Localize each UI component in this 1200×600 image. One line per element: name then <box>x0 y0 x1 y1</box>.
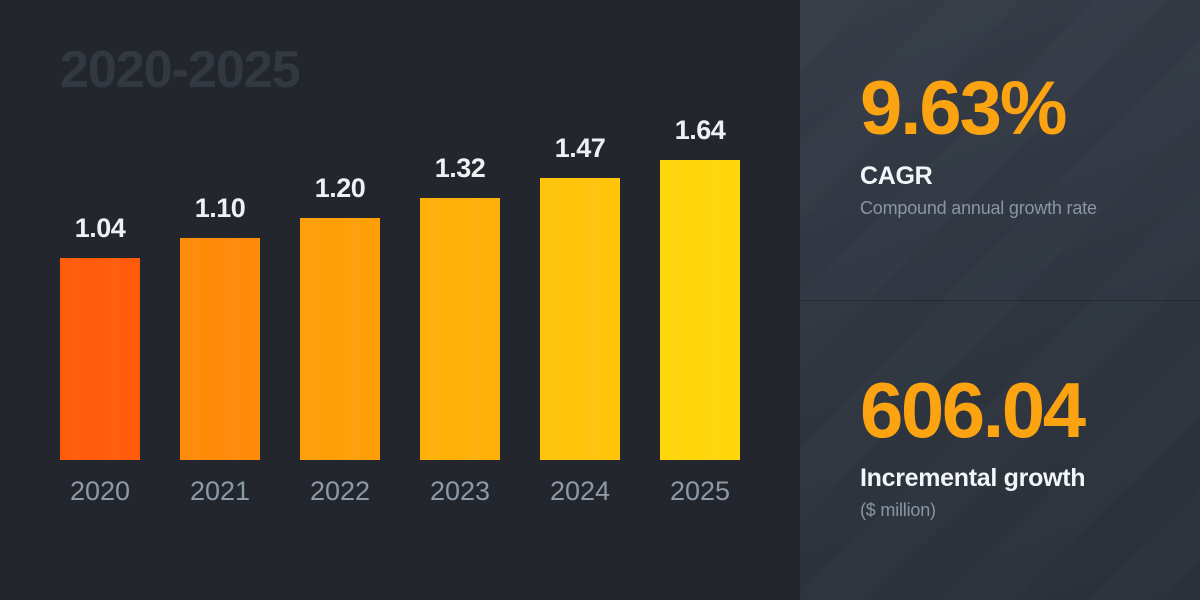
bar-2025[interactable] <box>660 160 740 460</box>
bar-value-label-2023: 1.32 <box>434 153 486 183</box>
panel-divider <box>800 300 1200 301</box>
category-label-2025: 2025 <box>669 476 731 506</box>
bar-group: 1.10 2021 <box>180 60 260 506</box>
category-label-2023: 2023 <box>429 476 491 506</box>
kpi-panel-cagr: 9.63% CAGR Compound annual growth rate <box>800 0 1200 300</box>
chart-title: 2020-2025 <box>60 41 301 99</box>
bar-value-label-2022: 1.20 <box>314 173 366 203</box>
bar-group: 1.32 2023 <box>420 60 500 506</box>
bar-group: 1.64 2025 <box>660 60 740 506</box>
kpi-incremental-label: Incremental growth <box>860 464 1086 493</box>
category-label-2022: 2022 <box>309 476 371 506</box>
kpi-cagr-value: 9.63% <box>860 66 1067 151</box>
bar-2022[interactable] <box>300 218 380 460</box>
kpi-incremental-sublabel: ($ million) <box>860 500 936 521</box>
bar-value-label-2020: 1.04 <box>74 213 126 243</box>
category-label-2024: 2024 <box>549 476 611 506</box>
bar-chart-panel: 2020-2025 1.04 2020 1.10 2021 1.20 2022 1.32 20… <box>60 41 760 506</box>
bar-2020[interactable] <box>60 258 140 460</box>
bar-value-label-2024: 1.47 <box>554 133 606 163</box>
kpi-incremental-value: 606.04 <box>860 366 1086 454</box>
kpi-cagr-label: CAGR <box>860 162 933 191</box>
kpi-cagr-content: 9.63% CAGR Compound annual growth rate <box>860 66 1097 219</box>
bar-2024[interactable] <box>540 178 620 460</box>
category-label-2021: 2021 <box>189 476 251 506</box>
bar-value-label-2025: 1.64 <box>674 115 726 145</box>
chart-plot-area: 1.04 2020 1.10 2021 1.20 2022 1.32 2023 1.47 2024… <box>60 60 760 506</box>
bar-group: 1.20 2022 <box>300 60 380 506</box>
kpi-panel-incremental: 606.04 Incremental growth ($ million) <box>800 300 1200 600</box>
bar-2021[interactable] <box>180 238 260 460</box>
kpi-column: 9.63% CAGR Compound annual growth rate 6… <box>800 0 1200 600</box>
kpi-cagr-sublabel: Compound annual growth rate <box>860 198 1097 219</box>
bar-value-label-2021: 1.10 <box>194 193 246 223</box>
bar-group: 1.47 2024 <box>540 60 620 506</box>
bar-2023[interactable] <box>420 198 500 460</box>
bar-group: 1.04 2020 <box>60 60 140 506</box>
category-label-2020: 2020 <box>69 476 131 506</box>
kpi-incremental-content: 606.04 Incremental growth ($ million) <box>860 366 1086 521</box>
